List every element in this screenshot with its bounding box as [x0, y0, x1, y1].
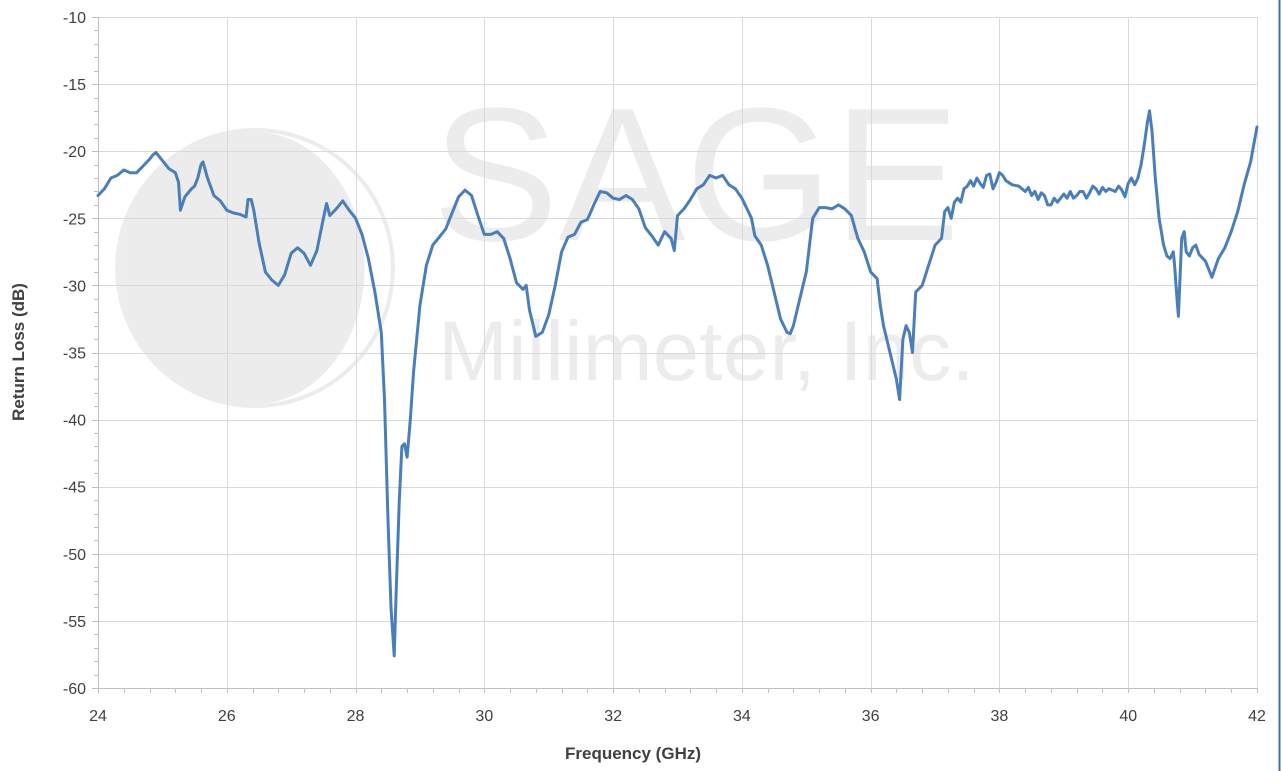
x-tick-label: 24: [89, 708, 107, 725]
x-tick-label: 30: [475, 708, 493, 725]
y-tick-label: -35: [63, 346, 86, 363]
watermark-large-text: SAGE: [432, 69, 960, 281]
watermark-logo: SAGE Millimeter, Inc.: [115, 69, 975, 408]
series-line-0: [96, 109, 1259, 658]
x-tick-label: 28: [347, 708, 365, 725]
x-tick-label: 38: [991, 708, 1009, 725]
y-tick-label: -55: [63, 614, 86, 631]
x-tick-label: 34: [733, 708, 751, 725]
y-tick-label: -25: [63, 211, 86, 228]
y-tick-label: -20: [63, 144, 86, 161]
watermark-small-text: Millimeter, Inc.: [438, 304, 975, 398]
y-axis-title: Return Loss (dB): [9, 283, 28, 421]
x-tick-label: 42: [1248, 708, 1266, 725]
y-tick-label: -50: [63, 547, 86, 564]
x-tick-label: 36: [862, 708, 880, 725]
y-tick-label: -40: [63, 413, 86, 430]
grid: [98, 17, 1258, 688]
y-tick-label: -30: [63, 278, 86, 295]
y-tick-label: -15: [63, 77, 86, 94]
x-tick-label: 26: [218, 708, 236, 725]
x-tick-label: 40: [1119, 708, 1137, 725]
y-tick-label: -60: [63, 681, 86, 698]
x-axis-title: Frequency (GHz): [565, 744, 701, 763]
series-layer: [96, 109, 1259, 658]
axes: [92, 17, 1258, 693]
x-tick-label: 32: [604, 708, 622, 725]
y-tick-label: -45: [63, 480, 86, 497]
watermark-emblem-icon: [115, 128, 395, 408]
y-tick-label: -10: [63, 10, 86, 27]
